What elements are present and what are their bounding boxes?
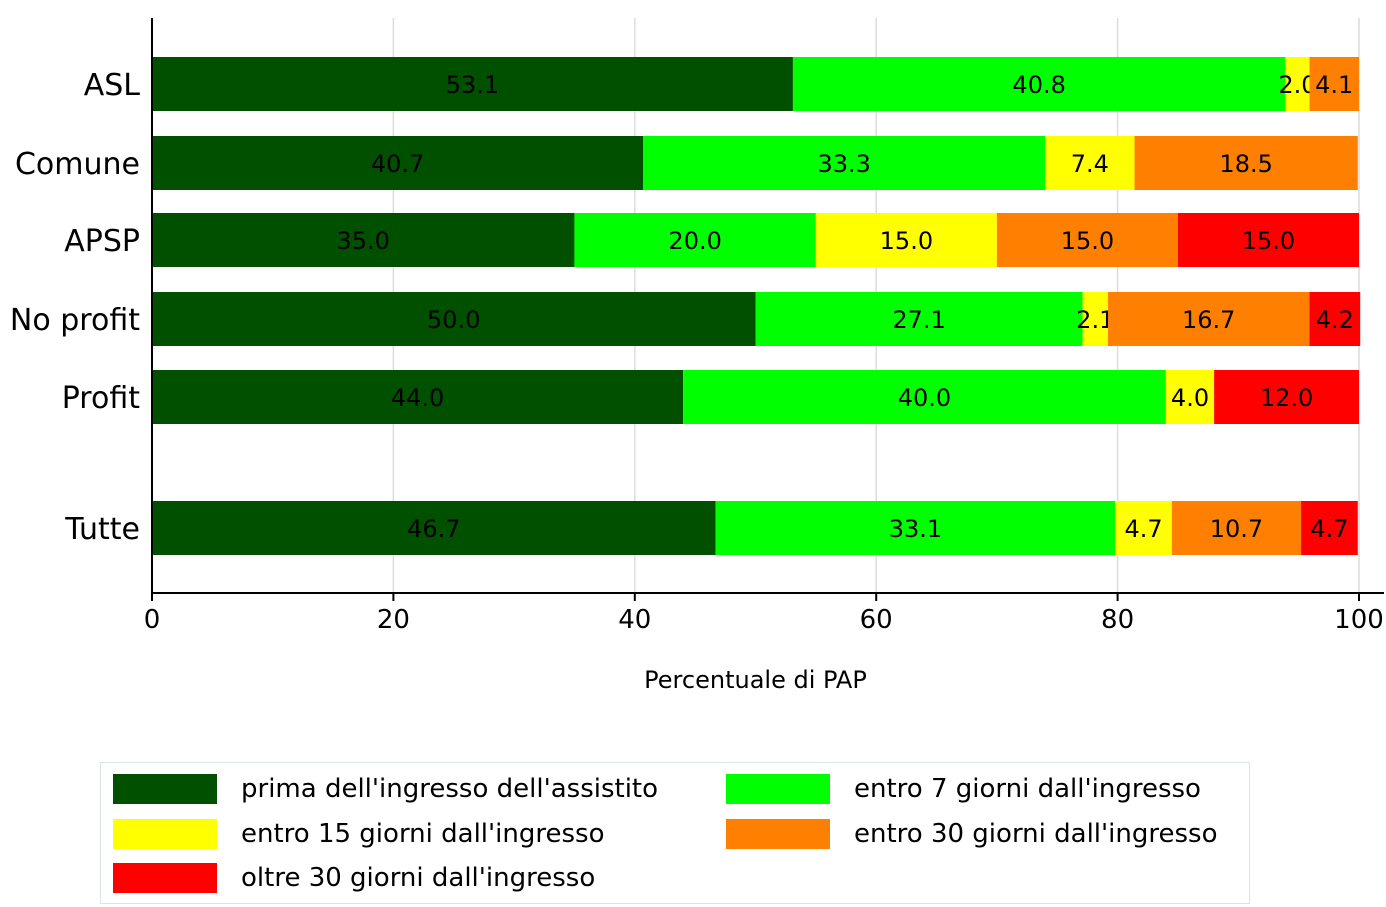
data-label: 15.0 <box>880 227 933 255</box>
bar-segment <box>1301 501 1358 555</box>
data-label: 46.7 <box>407 515 460 543</box>
data-label: 20.0 <box>668 227 721 255</box>
legend-item-oltre-30: oltre 30 giorni dall'ingresso <box>113 862 595 894</box>
x-tick-label: 40 <box>618 605 651 635</box>
bar-segment <box>996 213 1178 267</box>
bar-segment <box>1285 57 1310 111</box>
bar-segment <box>1309 57 1359 111</box>
data-label: 10.7 <box>1210 515 1263 543</box>
bar-segment <box>152 292 756 346</box>
data-label: 15.0 <box>1061 227 1114 255</box>
data-label: 33.3 <box>817 150 870 178</box>
x-axis-title: Percentuale di PAP <box>644 666 867 694</box>
data-label: 4.7 <box>1310 515 1348 543</box>
legend-item-entro-15: entro 15 giorni dall'ingresso <box>113 818 605 850</box>
category-label: Tutte <box>64 512 140 547</box>
category-label: APSP <box>64 224 140 259</box>
bar-segment <box>1115 501 1172 555</box>
legend-swatch-entro-15 <box>113 819 217 849</box>
category-label: No profit <box>10 303 140 338</box>
bar-segment <box>1082 292 1108 346</box>
category-label: ASL <box>84 68 141 103</box>
data-label: 4.2 <box>1316 306 1354 334</box>
legend-item-prima: prima dell'ingresso dell'assistito <box>113 773 658 805</box>
data-label: 4.1 <box>1315 71 1353 99</box>
x-tick-label: 80 <box>1101 605 1134 635</box>
bar-segment <box>1107 292 1310 346</box>
legend-label-entro-30: entro 30 giorni dall'ingresso <box>854 819 1218 849</box>
bar-segment <box>815 213 997 267</box>
data-label: 44.0 <box>391 384 444 412</box>
bar-segment <box>1177 213 1359 267</box>
data-label: 27.1 <box>892 306 945 334</box>
legend-swatch-entro-7 <box>726 774 830 804</box>
data-label: 4.0 <box>1171 384 1209 412</box>
bar-segment <box>1134 136 1358 190</box>
bar-segment <box>792 57 1286 111</box>
x-tick-label: 0 <box>144 605 161 635</box>
data-label: 53.1 <box>446 71 499 99</box>
legend-swatch-prima <box>113 774 217 804</box>
bar-segment <box>1214 370 1359 424</box>
bar-segment <box>643 136 1046 190</box>
bar-segment <box>1171 501 1302 555</box>
bar-segment <box>1165 370 1215 424</box>
data-label: 4.7 <box>1124 515 1162 543</box>
data-label: 40.7 <box>371 150 424 178</box>
legend-item-entro-30: entro 30 giorni dall'ingresso <box>726 818 1218 850</box>
data-label: 15.0 <box>1242 227 1295 255</box>
data-label: 16.7 <box>1182 306 1235 334</box>
data-label: 40.0 <box>898 384 951 412</box>
bar-segment <box>715 501 1116 555</box>
legend-label-oltre-30: oltre 30 giorni dall'ingresso <box>241 863 596 893</box>
category-label: Profit <box>62 381 140 416</box>
legend-swatch-entro-30 <box>726 819 830 849</box>
x-tick-label: 100 <box>1334 605 1384 635</box>
bar-segment <box>574 213 816 267</box>
chart-legend: prima dell'ingresso dell'assistito entro… <box>100 762 1250 904</box>
bar-segment <box>152 213 575 267</box>
data-label: 35.0 <box>337 227 390 255</box>
data-label: 18.5 <box>1219 150 1272 178</box>
bar-segment <box>1309 292 1361 346</box>
data-label: 33.1 <box>889 515 942 543</box>
x-tick-label: 20 <box>377 605 410 635</box>
bar-segment <box>755 292 1083 346</box>
bar-segment <box>1045 136 1135 190</box>
legend-item-entro-7: entro 7 giorni dall'ingresso <box>726 773 1201 805</box>
data-label: 12.0 <box>1260 384 1313 412</box>
bar-segment <box>152 57 793 111</box>
data-label: 7.4 <box>1071 150 1109 178</box>
bar-segment <box>152 370 684 424</box>
category-label: Comune <box>15 147 140 182</box>
legend-swatch-oltre-30 <box>113 863 217 893</box>
legend-label-entro-15: entro 15 giorni dall'ingresso <box>241 819 605 849</box>
bar-segment <box>152 501 716 555</box>
bar-segment <box>683 370 1166 424</box>
legend-label-prima: prima dell'ingresso dell'assistito <box>241 774 659 804</box>
bar-segment <box>152 136 644 190</box>
data-label: 50.0 <box>427 306 480 334</box>
data-label: 40.8 <box>1012 71 1065 99</box>
legend-label-entro-7: entro 7 giorni dall'ingresso <box>854 774 1201 804</box>
x-tick-label: 60 <box>860 605 893 635</box>
